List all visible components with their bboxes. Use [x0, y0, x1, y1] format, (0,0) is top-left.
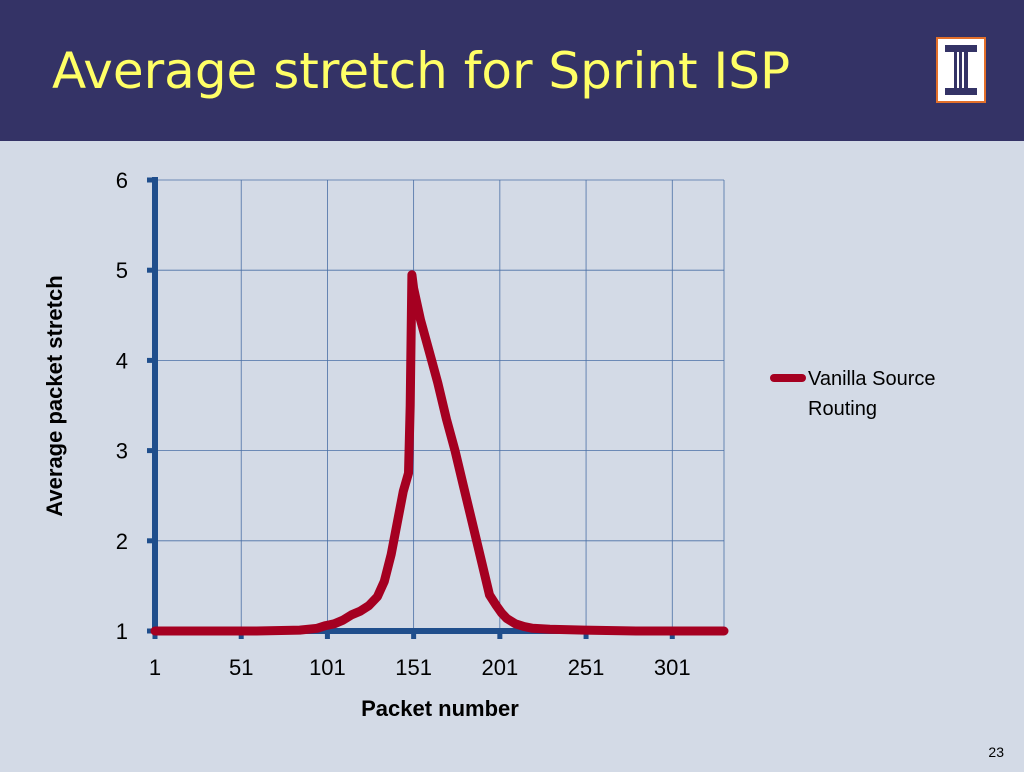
y-tick-label: 6	[116, 168, 128, 193]
x-tick-label: 251	[568, 655, 605, 680]
legend-swatch	[770, 374, 806, 382]
series-line-0	[150, 270, 729, 636]
x-tick-label: 201	[481, 655, 518, 680]
title-bar: Average stretch for Sprint ISP	[0, 0, 1024, 141]
y-tick-label: 5	[116, 258, 128, 283]
y-tick-label: 1	[116, 619, 128, 644]
x-tick-label: 151	[395, 655, 432, 680]
x-tick-label: 1	[149, 655, 161, 680]
x-tick-label: 101	[309, 655, 346, 680]
slide-title: Average stretch for Sprint ISP	[52, 42, 791, 100]
grid-lines	[155, 179, 725, 631]
chart-legend: Vanilla Source Routing	[770, 364, 968, 424]
axes	[147, 177, 724, 639]
y-tick-label: 3	[116, 439, 128, 464]
y-axis-label: Average packet stretch	[42, 275, 67, 516]
y-tick-label: 4	[116, 348, 128, 373]
x-axis-label: Packet number	[361, 696, 519, 721]
series-lines	[150, 270, 729, 636]
chart-area: 1 2 3 4 5 6 1 51 101 151 201 251 301 Packet number A…	[0, 141, 1024, 768]
y-tick-label: 2	[116, 529, 128, 554]
x-tick-label: 51	[229, 655, 253, 680]
slide-number: 23	[988, 744, 1004, 760]
legend-label: Vanilla Source Routing	[808, 368, 936, 420]
x-tick-label: 301	[654, 655, 691, 680]
illinois-logo-icon	[936, 37, 986, 103]
